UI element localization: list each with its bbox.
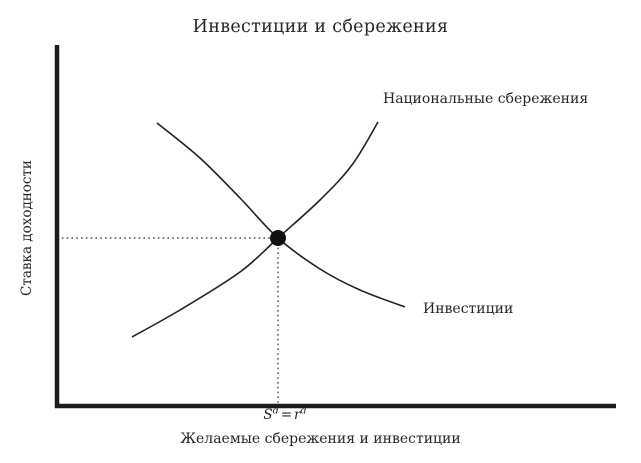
equilibrium-label-sup1: d [272,405,279,417]
equilibrium-label-base1: S [263,407,273,423]
equilibrium-point [270,230,286,246]
equilibrium-label-sup2: d [300,405,307,417]
equilibrium-label-base2: r [294,407,301,423]
investment-curve [156,122,406,308]
equilibrium-label-equals: = [280,407,293,423]
chart-title: Инвестиции и сбережения [192,17,449,37]
equilibrium-label: Sd = rd [263,405,307,423]
investment-curve-label: Инвестиции [423,301,514,317]
x-axis-label: Желаемые сбережения и инвестиции [180,431,461,447]
y-axis-label: Ставка доходности [19,160,35,296]
savings-curve-label: Национальные сбережения [383,91,589,107]
savings-curve [131,121,379,338]
